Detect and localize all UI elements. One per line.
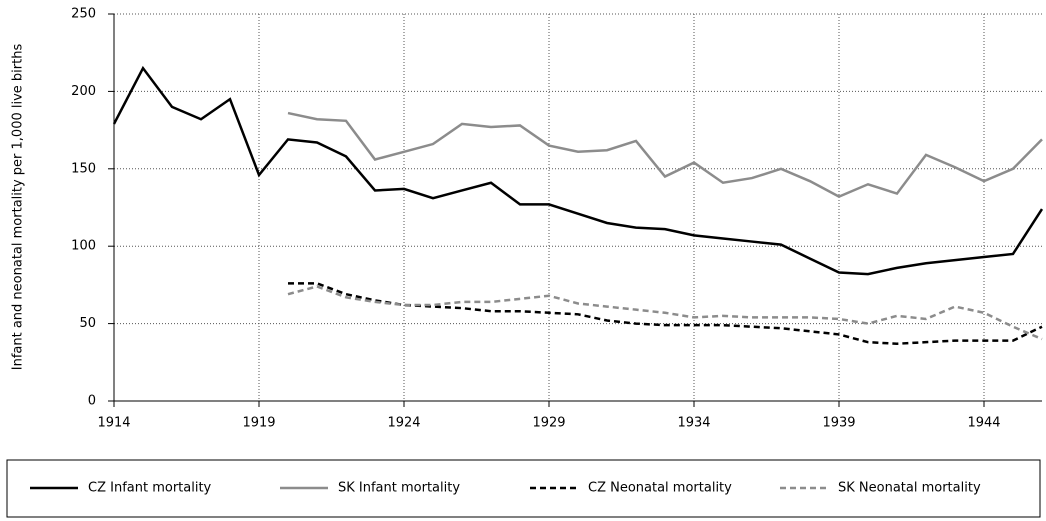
x-tick-label: 1939	[822, 416, 855, 431]
series-line	[112, 65, 1044, 276]
x-tick-label: 1944	[967, 416, 1000, 431]
y-tick-label: 200	[71, 84, 96, 99]
y-tick-label: 0	[88, 394, 96, 409]
x-tick-label: 1929	[532, 416, 565, 431]
x-tick-label: 1924	[387, 416, 420, 431]
x-tick-label: 1914	[97, 416, 130, 431]
series-line	[287, 111, 1043, 199]
legend-label: CZ Neonatal mortality	[588, 481, 732, 496]
x-tick-label: 1919	[242, 416, 275, 431]
y-tick-label: 50	[79, 316, 96, 331]
legend-label: CZ Infant mortality	[88, 481, 212, 496]
y-tick-label: 100	[71, 239, 96, 254]
legend-box	[6, 459, 1041, 518]
series-line	[288, 282, 1043, 345]
series-line	[287, 285, 1043, 341]
y-tick-label: 250	[71, 7, 96, 22]
y-axis-label: Infant and neonatal mortality per 1,000 …	[11, 44, 26, 371]
legend-label: SK Neonatal mortality	[838, 481, 981, 496]
legend-label: SK Infant mortality	[338, 481, 460, 496]
y-tick-label: 150	[71, 161, 96, 176]
x-tick-label: 1934	[677, 416, 710, 431]
